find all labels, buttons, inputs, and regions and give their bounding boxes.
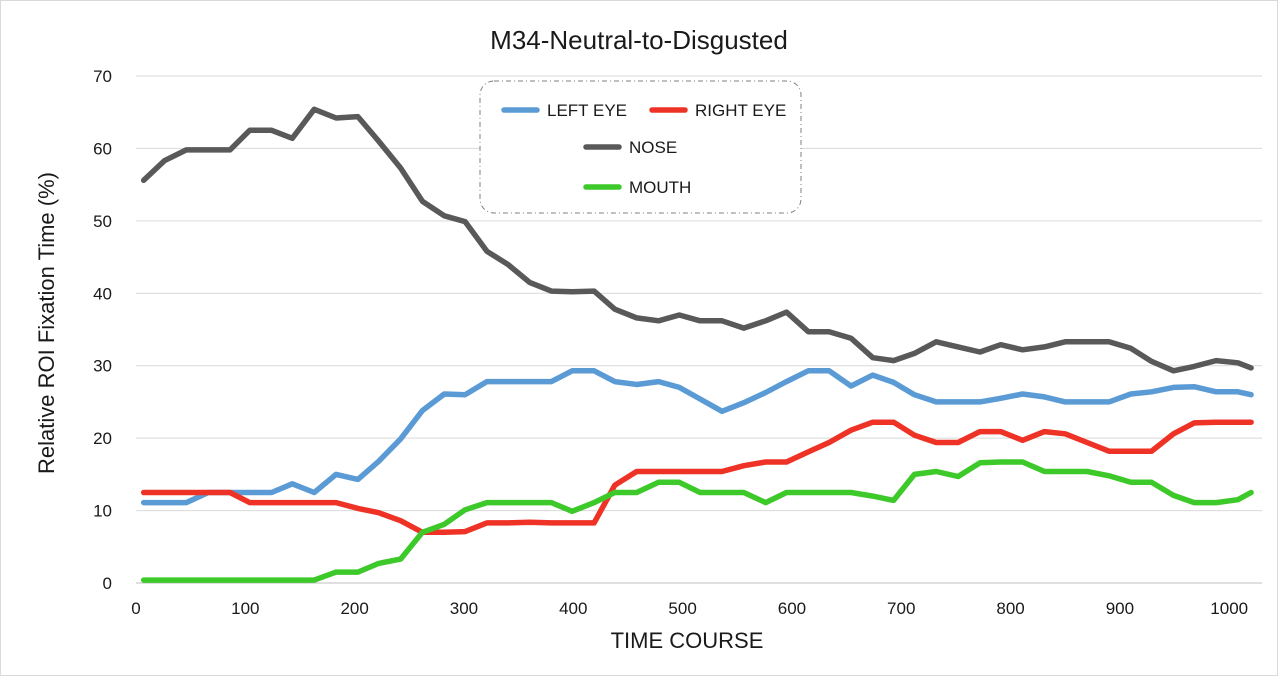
y-tick-label: 20 bbox=[93, 429, 112, 448]
y-axis-title: Relative ROI Fixation Time (%) bbox=[34, 172, 59, 474]
mouth-series-line bbox=[140, 459, 1254, 583]
right-eye-series-line bbox=[140, 419, 1254, 536]
x-axis-tick-labels: 0 100 200 300 400 500 600 700 800 900 1000 bbox=[131, 599, 1248, 618]
x-tick-label: 300 bbox=[450, 599, 478, 618]
chart-title: M34-Neutral-to-Disgusted bbox=[490, 25, 788, 55]
y-axis-tick-labels: 0 10 20 30 40 50 60 70 bbox=[93, 67, 112, 593]
x-axis-title: TIME COURSE bbox=[611, 628, 764, 653]
x-tick-label: 800 bbox=[996, 599, 1024, 618]
x-tick-label: 200 bbox=[340, 599, 368, 618]
y-tick-label: 10 bbox=[93, 502, 112, 521]
y-tick-label: 0 bbox=[103, 574, 112, 593]
y-tick-label: 30 bbox=[93, 357, 112, 376]
x-tick-label: 500 bbox=[668, 599, 696, 618]
x-tick-label: 1000 bbox=[1210, 599, 1248, 618]
y-tick-label: 60 bbox=[93, 139, 112, 158]
legend: LEFT EYE RIGHT EYE NOSE MOUTH bbox=[479, 80, 802, 214]
x-tick-label: 600 bbox=[778, 599, 806, 618]
legend-label-right-eye: RIGHT EYE bbox=[695, 101, 786, 120]
legend-label-mouth: MOUTH bbox=[629, 178, 691, 197]
legend-box bbox=[479, 80, 802, 214]
series-lines bbox=[140, 106, 1254, 583]
x-tick-label: 400 bbox=[559, 599, 587, 618]
y-tick-label: 50 bbox=[93, 212, 112, 231]
y-tick-label: 70 bbox=[93, 67, 112, 86]
x-tick-label: 900 bbox=[1106, 599, 1134, 618]
x-tick-label: 100 bbox=[231, 599, 259, 618]
x-tick-label: 700 bbox=[887, 599, 915, 618]
legend-label-nose: NOSE bbox=[629, 138, 677, 157]
legend-label-left-eye: LEFT EYE bbox=[547, 101, 627, 120]
y-tick-label: 40 bbox=[93, 284, 112, 303]
left-eye-series-line bbox=[140, 368, 1254, 506]
x-tick-label: 0 bbox=[131, 599, 140, 618]
nose-series-line bbox=[140, 106, 1254, 374]
